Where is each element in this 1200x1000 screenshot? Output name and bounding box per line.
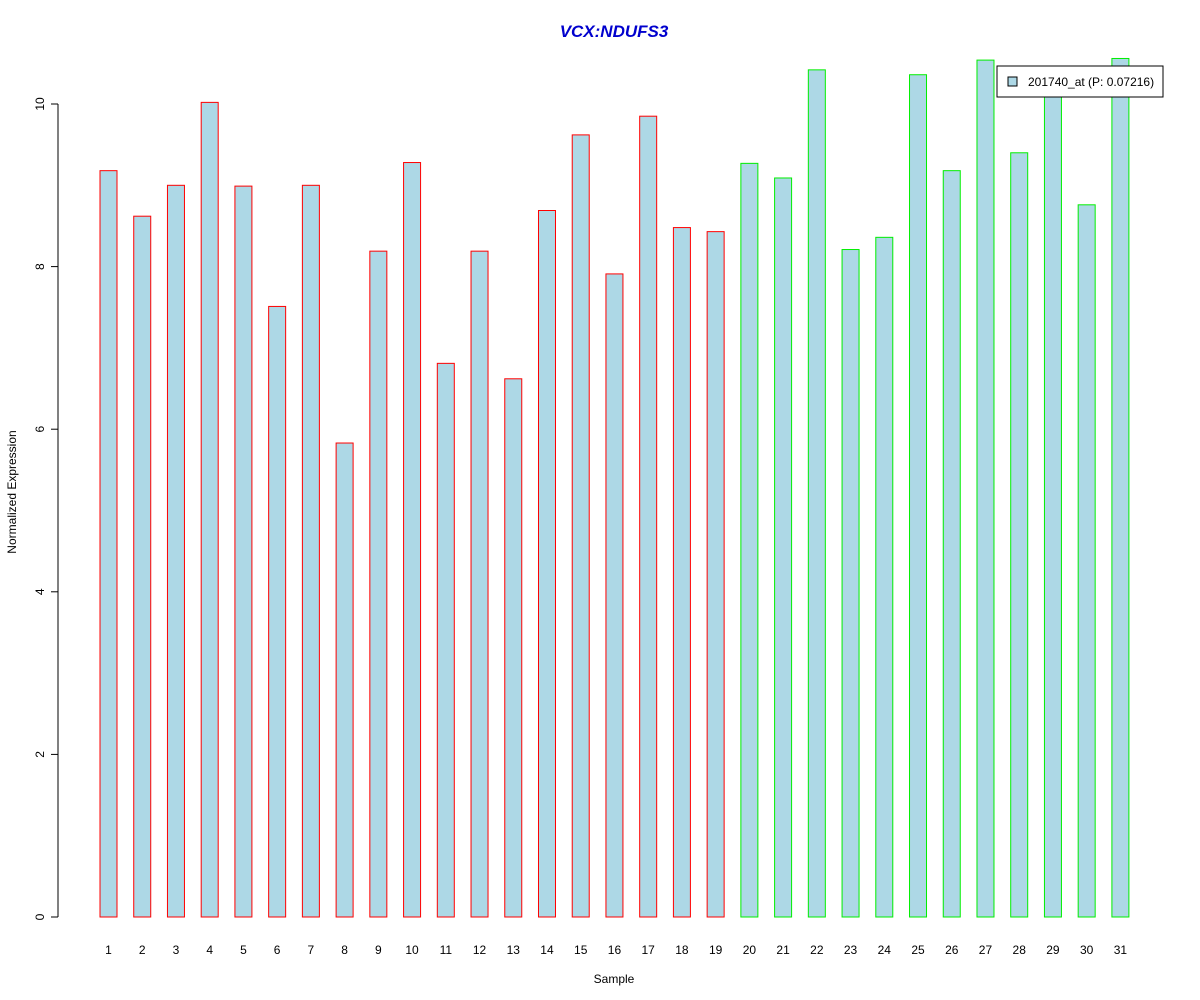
legend-label: 201740_at (P: 0.07216)	[1028, 75, 1154, 89]
bar-sample-25	[909, 74, 928, 918]
bar-sample-6	[268, 305, 287, 918]
x-tick-label: 7	[308, 943, 315, 957]
x-tick-label: 11	[440, 943, 453, 957]
x-tick-label: 28	[1013, 943, 1027, 957]
x-tick-labels: 1 2 3 4 5 6 7 8 9 10 11 12 13 14 15 16 17 18 19 20 21 22 23 24 2…	[105, 943, 1127, 957]
y-tick-label: 4	[33, 588, 47, 595]
x-tick-label: 6	[274, 943, 281, 957]
bar-sample-16	[605, 273, 624, 918]
bar-sample-9	[369, 250, 388, 918]
bar-sample-5	[234, 185, 253, 918]
bar-sample-22	[807, 69, 826, 918]
x-tick-label: 4	[206, 943, 213, 957]
x-tick-label: 19	[709, 943, 723, 957]
x-tick-label: 30	[1080, 943, 1094, 957]
bar-sample-23	[841, 249, 860, 918]
x-tick-label: 3	[173, 943, 180, 957]
bar-sample-28	[1010, 152, 1029, 918]
bar-sample-8	[335, 442, 354, 918]
bar-sample-10	[403, 162, 422, 918]
x-tick-label: 23	[844, 943, 858, 957]
x-tick-label: 1	[105, 943, 112, 957]
x-tick-label: 24	[878, 943, 892, 957]
x-tick-label: 16	[608, 943, 622, 957]
x-tick-label: 14	[540, 943, 554, 957]
bar-sample-31	[1111, 57, 1130, 918]
bar-sample-14	[537, 210, 556, 918]
bar-sample-12	[470, 250, 489, 918]
x-tick-label: 8	[341, 943, 348, 957]
bar-sample-1	[99, 170, 118, 918]
x-tick-label: 29	[1046, 943, 1060, 957]
x-tick-label: 5	[240, 943, 247, 957]
bar-sample-17	[639, 115, 658, 918]
x-axis-label: Sample	[594, 972, 635, 986]
x-tick-label: 22	[810, 943, 824, 957]
bar-sample-19	[706, 231, 725, 918]
bar-sample-20	[740, 162, 759, 918]
x-tick-label: 2	[139, 943, 146, 957]
bar-sample-18	[672, 227, 691, 918]
y-tick-label: 0	[33, 913, 47, 920]
bar-sample-21	[774, 177, 793, 918]
bar-sample-26	[942, 170, 961, 918]
bar-sample-4	[200, 101, 219, 918]
bar-sample-11	[436, 362, 455, 918]
x-tick-label: 15	[574, 943, 588, 957]
bar-sample-3	[166, 184, 185, 918]
x-tick-label: 17	[642, 943, 656, 957]
y-axis: 0 2 4 6 8 10	[33, 97, 59, 920]
y-tick-label: 10	[33, 97, 47, 111]
bar-sample-30	[1077, 204, 1096, 918]
x-tick-label: 20	[743, 943, 757, 957]
bar-sample-7	[301, 184, 320, 918]
x-tick-label: 31	[1114, 943, 1128, 957]
y-tick-label: 2	[33, 751, 47, 758]
x-tick-label: 27	[979, 943, 993, 957]
bar-sample-13	[504, 378, 523, 918]
x-tick-label: 21	[776, 943, 790, 957]
legend: 201740_at (P: 0.07216)	[996, 65, 1164, 98]
y-tick-label: 8	[33, 263, 47, 270]
x-tick-label: 10	[405, 943, 419, 957]
x-tick-label: 9	[375, 943, 382, 957]
legend-box	[996, 65, 1164, 98]
bar-sample-29	[1043, 83, 1062, 918]
legend-swatch	[1007, 76, 1018, 87]
bar-sample-15	[571, 134, 590, 918]
x-tick-label: 12	[473, 943, 487, 957]
x-tick-label: 18	[675, 943, 689, 957]
bars-group	[99, 57, 1130, 918]
bar-sample-24	[875, 236, 894, 918]
x-tick-label: 13	[507, 943, 521, 957]
x-tick-label: 25	[911, 943, 925, 957]
x-tick-label: 26	[945, 943, 959, 957]
bar-sample-27	[976, 59, 995, 918]
chart-title: VCX:NDUFS3	[560, 22, 669, 41]
bar-sample-2	[133, 215, 152, 918]
y-axis-label: Normalized Expression	[5, 430, 19, 553]
y-tick-label: 6	[33, 426, 47, 433]
